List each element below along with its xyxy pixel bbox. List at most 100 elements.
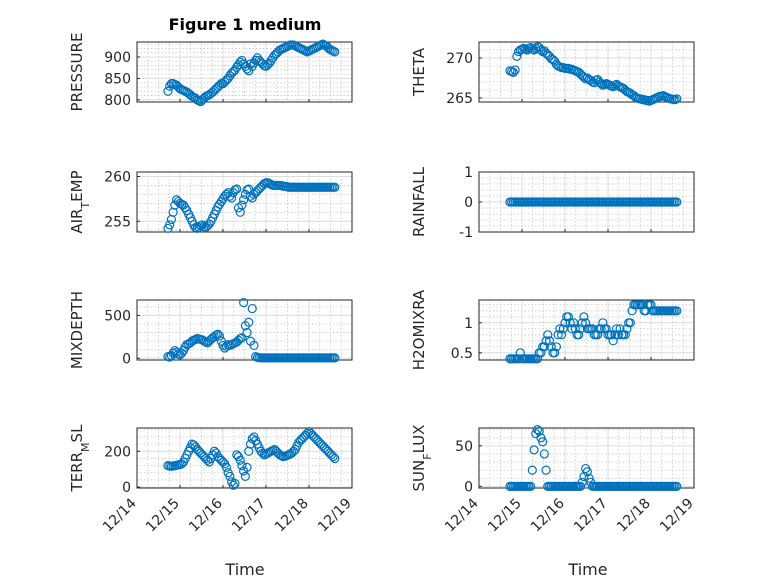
data-point (247, 303, 257, 314)
y-axis-label: MIXDEPTH (68, 291, 86, 369)
y-axis-label: TERRMSL (68, 424, 92, 493)
axis-border (136, 41, 353, 103)
data-point (563, 312, 574, 322)
y-tick-label: 850 (104, 71, 131, 87)
data-point (240, 471, 250, 481)
data-point (225, 471, 235, 481)
data-point (235, 455, 245, 465)
x-tick-label: 12/16 (186, 495, 226, 535)
y-tick-label: 1 (464, 316, 473, 332)
y-axis-label: H2OMIXRA (410, 289, 428, 370)
x-tick-label: 12/19 (657, 496, 697, 536)
data-point (596, 324, 606, 334)
y-tick-label: 800 (104, 93, 131, 109)
x-axis-label-right: Time (567, 560, 607, 579)
x-tick-label: 12/19 (315, 496, 355, 536)
data-point (565, 318, 575, 328)
data-point (168, 348, 178, 358)
data-point (568, 318, 579, 328)
data-point (510, 65, 520, 75)
data-point (214, 331, 225, 341)
data-point (237, 333, 247, 343)
axis-border (136, 171, 353, 233)
data-point (330, 182, 340, 192)
y-tick-label: 50 (455, 439, 473, 455)
axis-border (478, 427, 695, 489)
data-point (574, 330, 584, 340)
x-tick-label: 12/16 (528, 495, 568, 535)
data-point (228, 480, 238, 490)
data-point (330, 47, 340, 57)
x-tick-label: 12/17 (571, 496, 611, 536)
data-point (579, 312, 589, 322)
data-point (532, 425, 543, 435)
y-tick-label: 1 (464, 165, 473, 181)
y-tick-label: 0.5 (451, 346, 473, 362)
y-tick-label: 500 (104, 308, 131, 324)
data-point (543, 330, 553, 340)
figure-title: Figure 1 medium (169, 15, 322, 34)
data-point (584, 473, 594, 483)
data-point (242, 462, 252, 473)
data-point (556, 330, 567, 340)
subplot-pressure: 800 850 900 PRESSURE (68, 33, 353, 112)
data-point (221, 462, 232, 473)
data-point (525, 481, 536, 491)
data-point (249, 340, 259, 351)
data-point (625, 318, 635, 328)
data-point (242, 327, 252, 338)
x-tick-label: 12/15 (143, 496, 183, 536)
subplot-air-temp: 255 260 AIRTEMP (68, 169, 353, 234)
axis-border (136, 299, 353, 361)
data-point (544, 336, 555, 346)
y-axis-label: RAINFALL (410, 166, 428, 237)
data-point (534, 426, 544, 436)
x-tick-label: 12/18 (272, 496, 312, 536)
y-tick-label: 200 (104, 444, 131, 460)
data-point (230, 478, 240, 489)
y-axis-label: PRESSURE (68, 33, 86, 112)
data-point (237, 461, 247, 471)
data-point (613, 330, 623, 340)
y-tick-label: 270 (446, 51, 473, 67)
y-tick-label: 0 (464, 479, 473, 495)
data-point (539, 342, 549, 352)
data-point (672, 306, 682, 316)
data-point (165, 220, 175, 230)
data-point (541, 465, 551, 475)
data-point (551, 342, 562, 352)
data-point (555, 324, 565, 334)
data-point (575, 481, 586, 491)
data-point (539, 449, 549, 459)
data-point (577, 318, 587, 328)
data-point (239, 297, 249, 308)
x-axis-label-left: Time (224, 560, 264, 579)
axis-border (478, 299, 695, 361)
subplot-sun-flux: 0 50 SUNFLUX 12/14 12/15 12/16 12/17 12/18 12/19 (410, 425, 697, 536)
data-point (328, 452, 338, 462)
data-point (237, 200, 247, 210)
data-point (538, 437, 548, 447)
data-point (611, 324, 622, 334)
data-point (529, 445, 539, 455)
data-point (672, 481, 682, 491)
y-tick-label: 255 (104, 214, 131, 230)
data-point (257, 448, 268, 458)
y-axis-label: AIRTEMP (68, 170, 92, 233)
y-tick-label: 0 (122, 351, 131, 367)
data-point (620, 330, 630, 340)
data-point (536, 45, 546, 55)
y-tick-label: 0 (464, 195, 473, 211)
subplot-h2o-mixra: 0.5 1 H2OMIXRA (410, 289, 695, 370)
data-point (550, 348, 560, 358)
y-axis-label: SUNFLUX (410, 425, 434, 492)
data-point (541, 336, 551, 346)
subplot-terr-msl: 0 200 TERRMSL 12/14 12/15 12/16 12/17 12/18 12/1… (68, 424, 355, 535)
x-tick-label: 12/14 (442, 495, 482, 535)
data-point (608, 336, 618, 346)
data-point (508, 67, 519, 78)
y-tick-label: 900 (104, 50, 131, 66)
data-point (672, 197, 682, 207)
subplot-rainfall: -1 0 1 RAINFALL (410, 165, 695, 241)
